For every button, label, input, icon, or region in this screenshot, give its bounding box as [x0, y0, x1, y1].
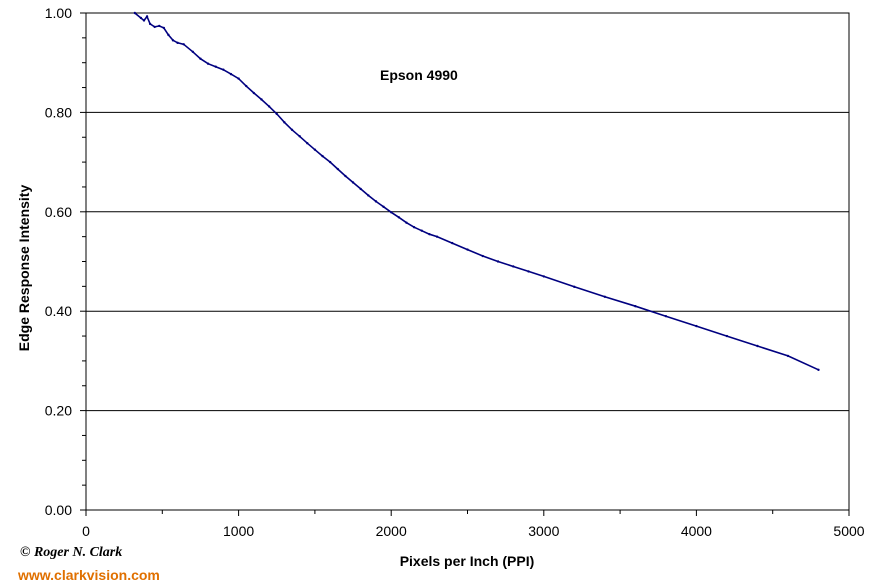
data-point: [267, 105, 271, 108]
series-points: [133, 11, 820, 372]
data-point: [222, 68, 225, 71]
data-point: [139, 16, 143, 20]
chart-annotation: Epson 4990: [380, 67, 458, 83]
data-point: [298, 135, 301, 138]
data-point: [283, 121, 286, 124]
data-point: [158, 24, 161, 28]
x-tick-label: 4000: [681, 523, 712, 539]
data-point: [167, 33, 170, 37]
data-point: [148, 22, 152, 26]
y-tick-label: 0.20: [45, 403, 72, 419]
plot-area-border: [85, 12, 850, 511]
data-point: [756, 344, 759, 348]
gridlines: [86, 111, 849, 412]
data-point: [176, 41, 179, 45]
data-point: [435, 235, 439, 238]
data-point: [786, 354, 790, 358]
y-axis-title: Edge Response Intensity: [16, 185, 32, 352]
data-point: [145, 15, 149, 18]
data-point: [199, 57, 202, 60]
y-tick-label: 1.00: [45, 5, 72, 21]
data-point: [206, 62, 210, 65]
data-point: [451, 241, 454, 245]
data-point: [428, 232, 431, 236]
y-tick-label: 0.40: [45, 303, 72, 319]
data-point: [252, 91, 256, 95]
data-point: [603, 295, 607, 298]
website-link[interactable]: www.clarkvision.com: [18, 567, 160, 583]
data-point: [420, 229, 423, 232]
data-point: [359, 187, 362, 191]
data-point: [321, 154, 324, 158]
data-point: [382, 205, 385, 209]
x-axis-title: Pixels per Inch (PPI): [400, 553, 535, 569]
x-tick-label: 1000: [223, 523, 254, 539]
data-point: [275, 112, 278, 116]
data-point: [634, 305, 637, 308]
data-point: [390, 211, 393, 214]
data-point: [171, 39, 175, 42]
data-point: [367, 194, 370, 197]
data-point: [405, 221, 408, 224]
series-line: [134, 12, 819, 371]
data-point: [336, 167, 339, 171]
data-point: [153, 25, 156, 29]
data-point: [496, 260, 500, 263]
data-point: [229, 72, 233, 76]
data-point: [481, 254, 484, 258]
data-point: [412, 226, 416, 229]
x-tick-label: 5000: [833, 523, 864, 539]
data-point: [542, 275, 545, 278]
data-point: [133, 11, 137, 15]
data-point: [817, 368, 820, 372]
x-axis: 0 1000 2000 3000 4000 5000: [82, 510, 865, 539]
data-point: [344, 174, 347, 178]
data-point: [237, 77, 240, 80]
data-point: [214, 65, 217, 68]
data-point: [306, 142, 309, 145]
data-point: [290, 128, 294, 131]
y-tick-label: 0.00: [45, 502, 72, 518]
author-credit: © Roger N. Clark: [20, 545, 123, 560]
data-point: [664, 314, 668, 318]
data-point: [313, 148, 317, 151]
data-point: [527, 270, 530, 273]
data-point: [142, 19, 146, 22]
y-axis: 0.00 0.20 0.40 0.60 0.80 1.00: [45, 5, 86, 518]
data-point: [397, 216, 401, 219]
data-point: [695, 324, 698, 328]
data-point: [466, 248, 469, 251]
data-point: [182, 43, 185, 46]
x-tick-label: 0: [82, 523, 90, 539]
data-point: [351, 181, 355, 184]
y-tick-label: 0.60: [45, 204, 72, 220]
data-point: [725, 334, 729, 338]
data-point: [245, 84, 248, 88]
data-point: [374, 200, 378, 203]
data-point: [328, 160, 332, 164]
data-point: [191, 50, 195, 53]
y-tick-label: 0.80: [45, 104, 72, 120]
data-point: [512, 265, 515, 268]
data-point: [162, 26, 166, 30]
data-point: [573, 285, 576, 289]
data-point: [260, 98, 263, 101]
x-tick-label: 2000: [376, 523, 407, 539]
x-tick-label: 3000: [528, 523, 559, 539]
